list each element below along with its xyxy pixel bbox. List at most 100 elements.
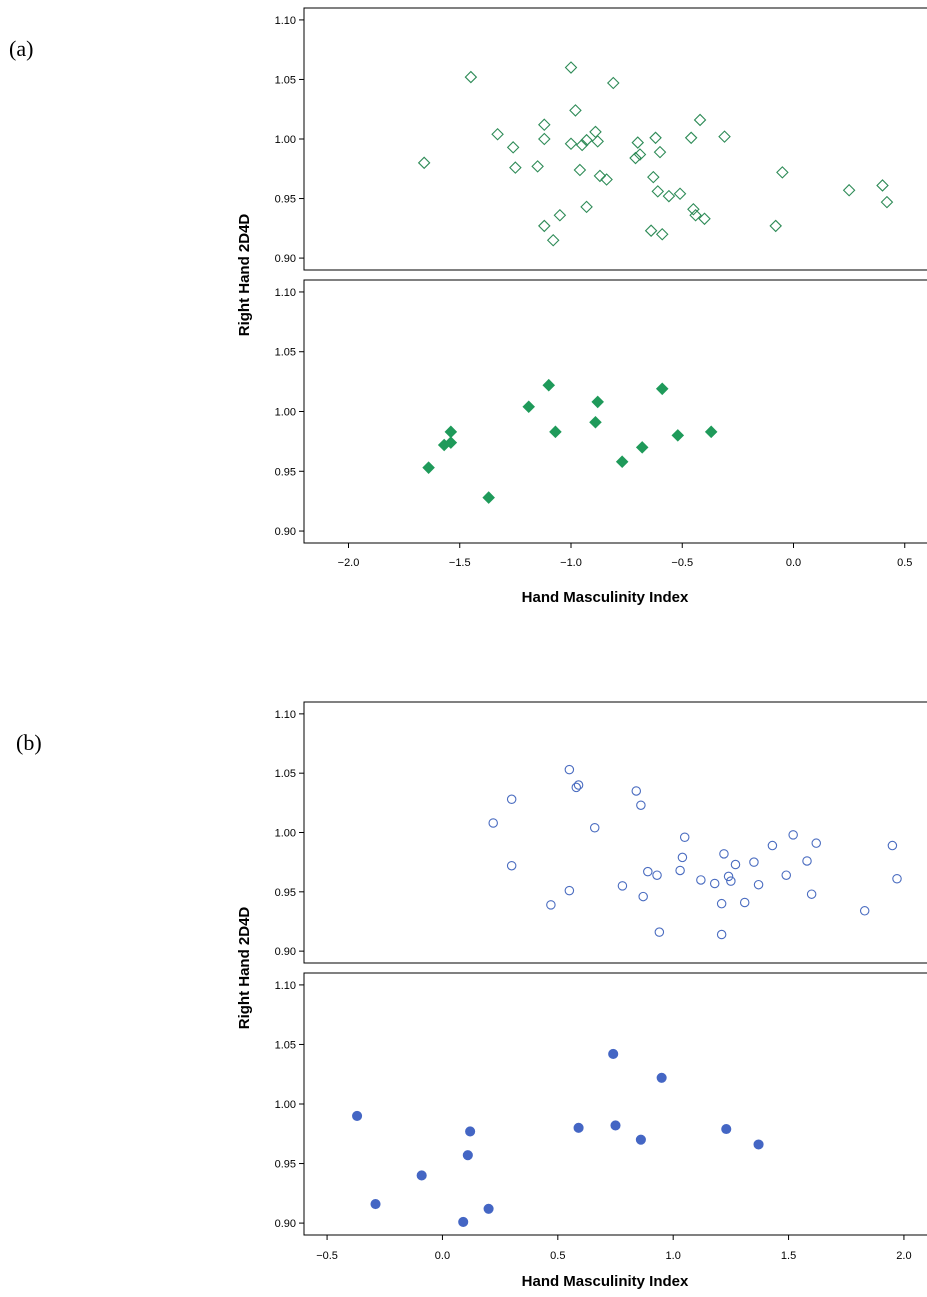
data-point bbox=[465, 1126, 476, 1137]
data-point bbox=[677, 852, 688, 863]
x-axis-title: Hand Masculinity Index bbox=[522, 1273, 689, 1290]
data-point bbox=[593, 169, 607, 183]
data-point bbox=[606, 76, 620, 90]
data-point bbox=[636, 800, 646, 810]
data-point bbox=[482, 491, 495, 504]
data-point bbox=[564, 885, 575, 896]
data-point bbox=[444, 425, 458, 439]
panel-label-a: (a) bbox=[9, 36, 34, 61]
data-point bbox=[506, 860, 517, 871]
data-point bbox=[698, 212, 711, 226]
y-tick-label: 0.95 bbox=[275, 1159, 296, 1171]
data-point bbox=[610, 1120, 621, 1131]
x-tick-label: 0.0 bbox=[435, 1250, 450, 1262]
x-tick-label: 2.0 bbox=[896, 1250, 911, 1262]
data-point bbox=[723, 871, 734, 882]
y-tick-label: 1.00 bbox=[275, 407, 296, 419]
data-point bbox=[522, 400, 536, 413]
data-point bbox=[644, 224, 658, 237]
data-point bbox=[673, 187, 687, 201]
data-point bbox=[675, 865, 685, 876]
y-tick-label: 1.10 bbox=[275, 15, 296, 27]
data-point bbox=[542, 378, 556, 392]
data-point bbox=[811, 838, 821, 848]
data-point bbox=[776, 166, 789, 179]
y-tick-label: 0.90 bbox=[275, 946, 296, 958]
data-point bbox=[629, 151, 642, 165]
data-point bbox=[653, 145, 667, 159]
data-point bbox=[753, 879, 764, 890]
data-point bbox=[573, 163, 587, 177]
y-tick-label: 1.05 bbox=[275, 768, 296, 780]
data-point bbox=[651, 185, 665, 198]
data-point bbox=[549, 425, 562, 439]
data-point bbox=[631, 786, 642, 796]
data-point bbox=[635, 1134, 646, 1145]
data-point bbox=[573, 1122, 584, 1133]
x-tick-label: 0.0 bbox=[786, 557, 801, 569]
y-tick-label: 1.05 bbox=[275, 347, 296, 359]
y-tick-label: 0.95 bbox=[275, 466, 296, 478]
data-point bbox=[506, 141, 520, 154]
data-point bbox=[491, 127, 504, 141]
data-point bbox=[422, 461, 435, 474]
data-point bbox=[716, 898, 727, 909]
data-point bbox=[488, 818, 498, 828]
data-point bbox=[671, 429, 685, 442]
data-point bbox=[643, 866, 653, 877]
data-point bbox=[573, 780, 584, 790]
data-point bbox=[718, 130, 731, 143]
data-point bbox=[506, 794, 517, 805]
x-tick-label: −0.5 bbox=[316, 1250, 338, 1262]
data-point bbox=[649, 131, 662, 145]
data-point bbox=[781, 870, 791, 880]
y-tick-label: 1.00 bbox=[275, 134, 296, 146]
data-point bbox=[679, 832, 690, 842]
data-point bbox=[416, 1170, 427, 1181]
x-tick-label: −2.0 bbox=[338, 557, 360, 569]
data-point bbox=[753, 1139, 764, 1150]
chart-a: 0.90 0.95 1.00 1.05 1.10 0.90 0.95 1.00 1.05 1.10… bbox=[236, 7, 927, 606]
data-point bbox=[647, 170, 660, 184]
data-point bbox=[352, 1110, 363, 1121]
data-point bbox=[689, 208, 702, 222]
y-tick-label: 1.05 bbox=[275, 74, 296, 86]
data-point bbox=[564, 61, 578, 74]
plot-frame bbox=[303, 279, 927, 544]
y-axis-title: Right Hand 2D4D bbox=[236, 214, 253, 337]
plot-frame bbox=[303, 701, 927, 964]
data-point bbox=[749, 857, 759, 867]
x-tick-label: 1.0 bbox=[666, 1250, 681, 1262]
x-tick-label: −1.0 bbox=[560, 557, 582, 569]
data-point bbox=[608, 1048, 619, 1060]
data-point bbox=[719, 849, 729, 859]
plot-frame bbox=[303, 7, 927, 271]
data-point bbox=[538, 132, 551, 146]
chart-b: 0.90 0.95 1.00 1.05 1.10 0.90 0.95 1.00 1.05 1.10… bbox=[236, 701, 927, 1290]
y-tick-label: 1.10 bbox=[275, 980, 296, 992]
data-point bbox=[564, 137, 578, 151]
data-point bbox=[464, 70, 478, 84]
data-point bbox=[553, 208, 567, 222]
y-tick-label: 0.90 bbox=[275, 253, 296, 265]
data-point bbox=[546, 900, 556, 910]
x-tick-label: −1.5 bbox=[449, 557, 471, 569]
data-point bbox=[633, 148, 647, 161]
data-point bbox=[788, 830, 798, 840]
data-point bbox=[704, 425, 718, 439]
data-point bbox=[370, 1198, 381, 1210]
data-point bbox=[721, 1123, 732, 1135]
data-point bbox=[546, 233, 560, 247]
x-tick-label: −0.5 bbox=[671, 557, 693, 569]
y-tick-label: 0.90 bbox=[275, 1218, 296, 1230]
data-point bbox=[580, 200, 593, 214]
y-tick-label: 0.95 bbox=[275, 194, 296, 206]
data-point bbox=[802, 856, 812, 866]
data-point bbox=[880, 195, 894, 209]
data-point bbox=[654, 927, 665, 937]
data-point bbox=[696, 875, 706, 885]
data-point bbox=[739, 897, 750, 908]
data-point bbox=[887, 840, 898, 851]
x-tick-label: 0.5 bbox=[550, 1250, 565, 1262]
data-point bbox=[638, 891, 648, 902]
